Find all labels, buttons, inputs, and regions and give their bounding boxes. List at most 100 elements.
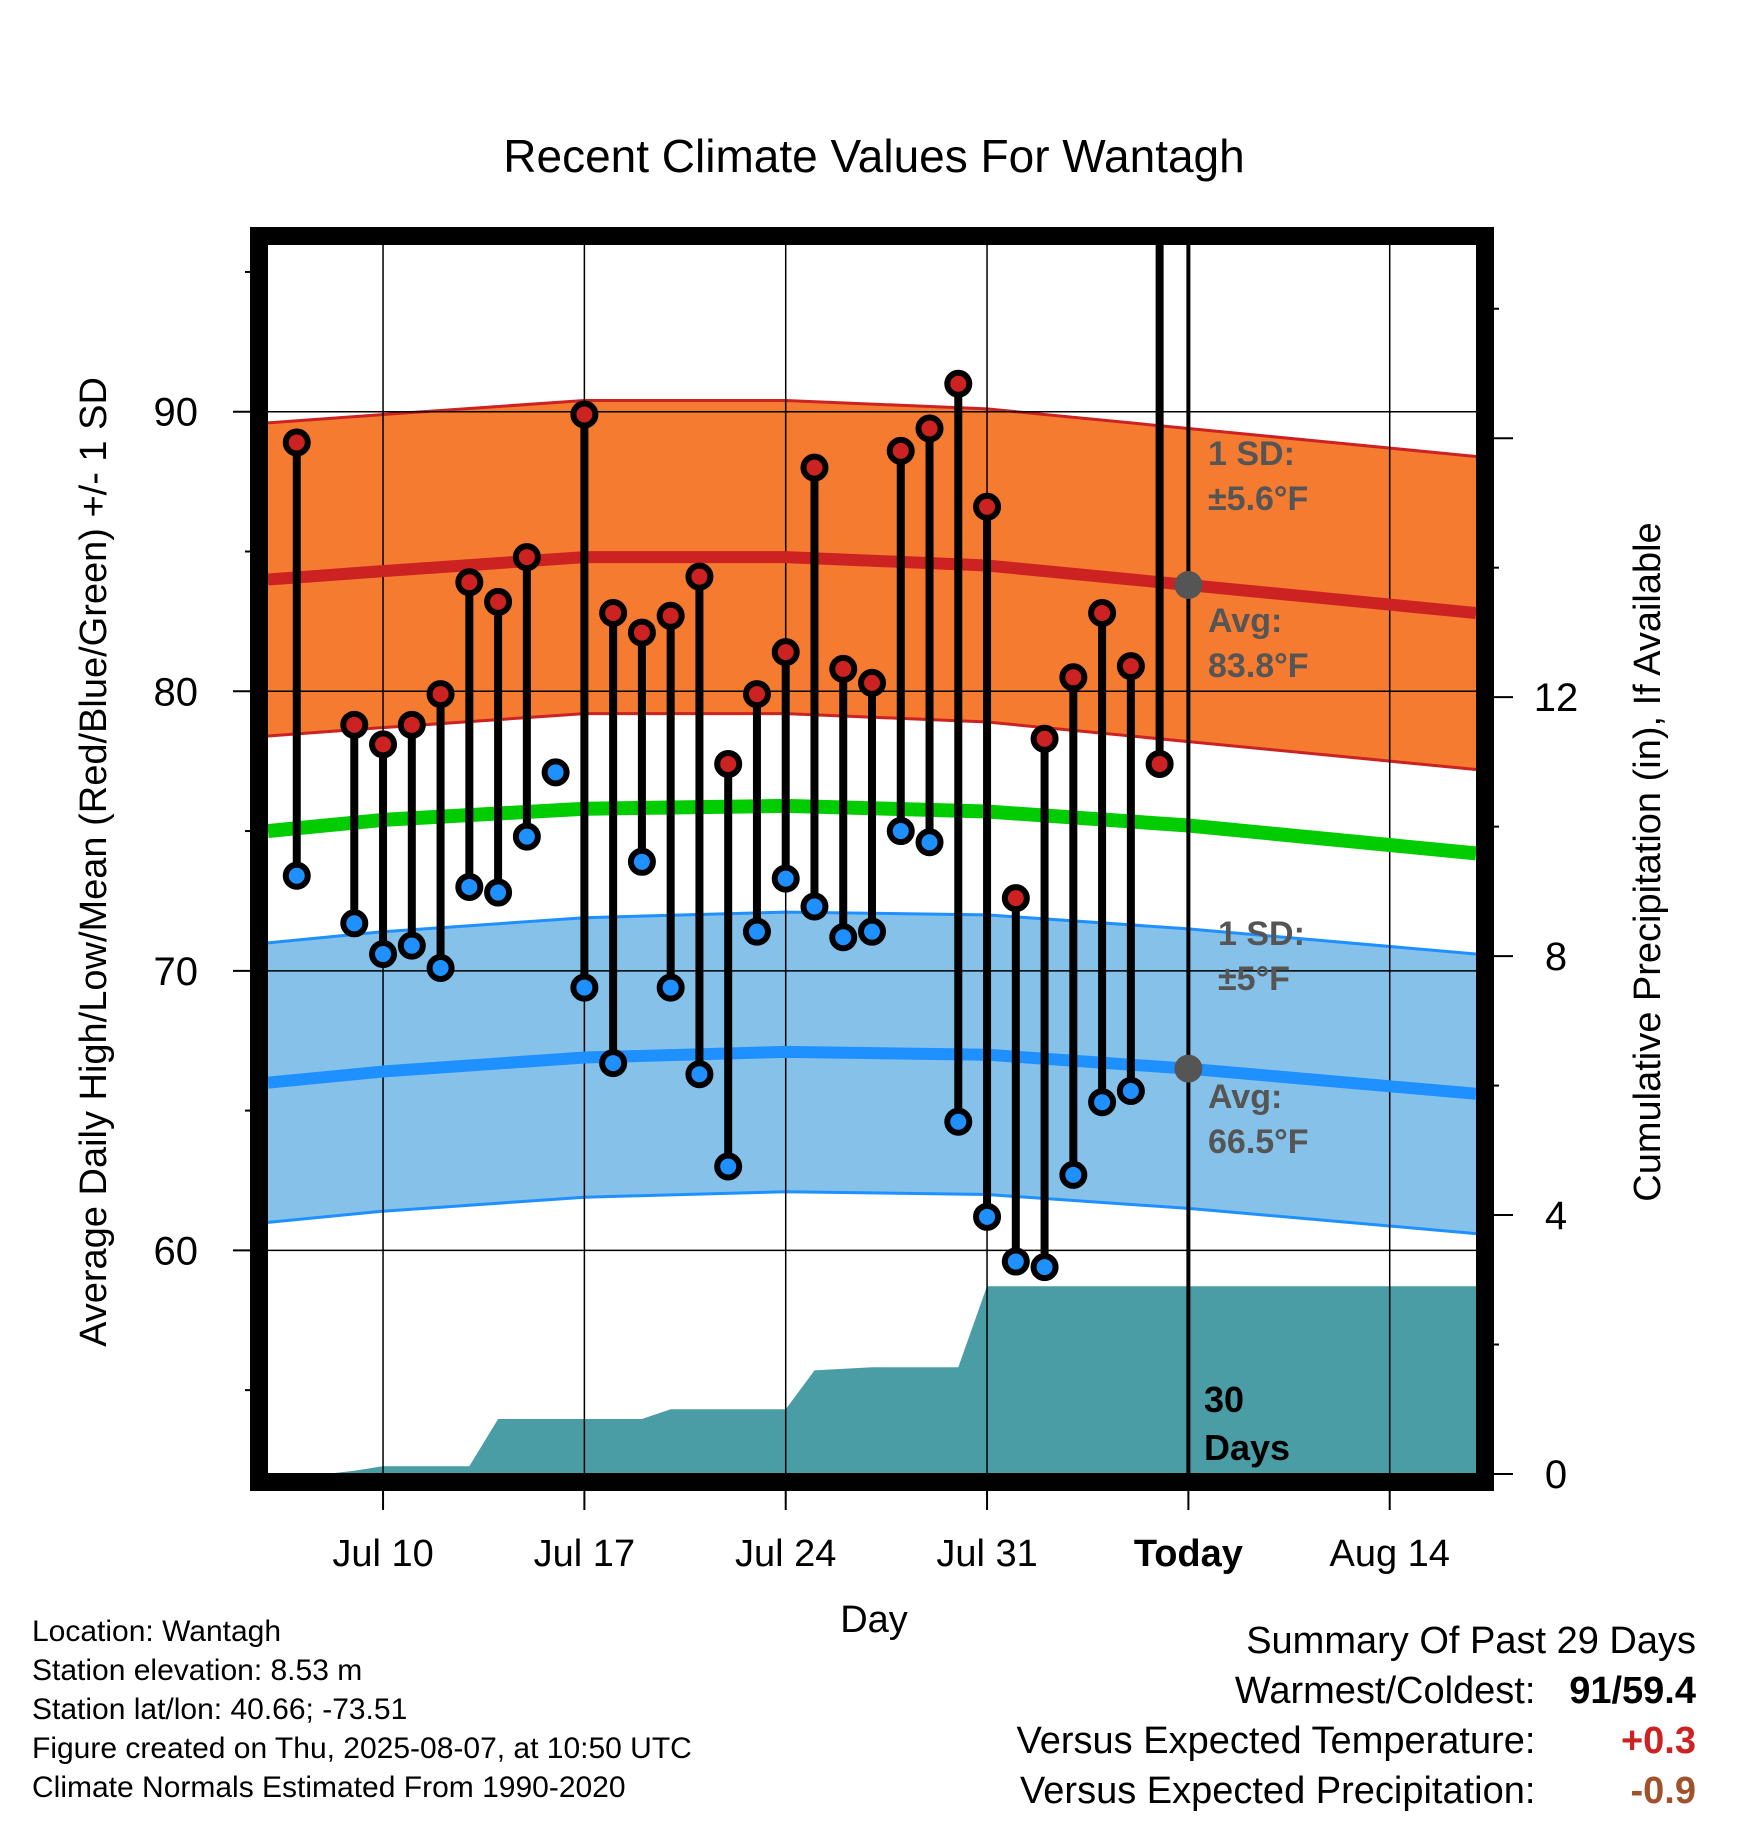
daily-low-point — [426, 954, 455, 983]
x-tick-label: Today — [1134, 1533, 1243, 1575]
plot-area — [268, 244, 1476, 1474]
created-text: Figure created on Thu, 2025-08-07, at 10… — [32, 1732, 692, 1765]
daily-low-point — [771, 864, 800, 893]
summary-temp: Versus Expected Temperature: +0.3 — [1017, 1716, 1696, 1766]
days-count-label: 30 — [1204, 1379, 1244, 1420]
summary-title: Summary Of Past 29 Days — [1246, 1620, 1696, 1662]
daily-high-point — [426, 680, 455, 709]
x-tick-label: Jul 10 — [332, 1533, 433, 1575]
daily-high-point — [800, 453, 829, 482]
daily-low-point — [714, 1152, 743, 1181]
precip-value: -0.9 — [1630, 1770, 1696, 1812]
elevation-text: Station elevation: 8.53 m — [32, 1654, 363, 1687]
daily-high-point — [886, 436, 915, 465]
chart-title: Recent Climate Values For Wantagh — [503, 130, 1244, 182]
daily-high-point — [599, 599, 628, 627]
daily-low-point — [369, 940, 398, 969]
daily-high-point — [915, 414, 944, 443]
y-tick-label: 80 — [154, 670, 199, 714]
daily-low-point — [1030, 1253, 1059, 1282]
high-avg-label: Avg: — [1208, 602, 1282, 640]
daily-low-point — [1001, 1247, 1030, 1276]
daily-high-point — [829, 654, 858, 683]
daily-low-point — [455, 872, 484, 901]
daily-high-point — [1145, 749, 1174, 778]
daily-high-point — [512, 543, 541, 572]
high-sd-value: ±5.6°F — [1208, 480, 1308, 518]
summary-precip: Versus Expected Precipitation: -0.9 — [1017, 1766, 1696, 1816]
daily-high-point — [340, 710, 369, 739]
low-avg-label: Avg: — [1208, 1078, 1282, 1116]
daily-low-point — [397, 931, 426, 960]
daily-low-point — [1116, 1077, 1145, 1106]
daily-high-point — [858, 668, 886, 697]
x-tick-label: Jul 24 — [735, 1533, 836, 1575]
summary-warm-cold: Warmest/Coldest: 91/59.4 — [1017, 1666, 1696, 1716]
daily-high-point — [685, 562, 714, 591]
daily-high-point — [1116, 652, 1145, 681]
daily-high-point — [1030, 724, 1059, 753]
high-sd-band — [268, 400, 1476, 770]
daily-low-point — [656, 973, 685, 1002]
coldest-value: 59.4 — [1622, 1670, 1696, 1712]
y-tick-label: 60 — [154, 1229, 199, 1273]
warm-cold-value: 91/59.4 — [1546, 1666, 1696, 1716]
daily-high-point — [627, 618, 656, 647]
daily-low-point — [1088, 1088, 1117, 1117]
daily-high-point — [973, 492, 1002, 521]
daily-high-point — [1059, 663, 1088, 692]
low-avg-value: 66.5°F — [1208, 1123, 1309, 1161]
daily-low-point — [282, 861, 311, 890]
daily-high-point — [742, 680, 771, 709]
high-sd-label: 1 SD: — [1208, 435, 1295, 473]
daily-high-point — [714, 749, 743, 778]
cumulative-precip-area — [268, 1286, 1476, 1474]
warm-cold-label: Warmest/Coldest: — [1234, 1670, 1536, 1712]
daily-high-point — [397, 710, 426, 739]
daily-high-point — [484, 587, 513, 616]
daily-high-point — [455, 568, 484, 597]
y2-axis-title: Cumulative Precipitation (in), If Availa… — [1627, 522, 1669, 1201]
daily-low-point — [829, 923, 858, 952]
y2-tick-label: 4 — [1545, 1194, 1567, 1238]
daily-low-point — [541, 758, 570, 787]
summary-panel: Summary Of Past 29 Days Warmest/Coldest:… — [1017, 1616, 1696, 1816]
temp-label: Versus Expected Temperature: — [1016, 1720, 1536, 1762]
daily-high-point — [570, 400, 599, 429]
y2-tick-label: 12 — [1534, 676, 1579, 720]
y-tick-label: 90 — [154, 391, 199, 435]
daily-low-point — [973, 1202, 1002, 1231]
low-sd-band — [268, 912, 1476, 1234]
high-avg-value: 83.8°F — [1208, 647, 1309, 685]
today-avg-high-marker — [1174, 571, 1203, 600]
y-tick-label: 70 — [154, 950, 199, 994]
latlon-text: Station lat/lon: 40.66; -73.51 — [32, 1693, 408, 1726]
daily-high-point — [771, 638, 800, 667]
daily-low-point — [484, 878, 513, 907]
daily-low-point — [742, 917, 771, 946]
normals-text: Climate Normals Estimated From 1990-2020 — [32, 1771, 626, 1804]
days-word-label: Days — [1204, 1427, 1290, 1468]
today-avg-low-marker — [1174, 1054, 1203, 1083]
precip-label: Versus Expected Precipitation: — [1020, 1770, 1536, 1812]
daily-high-point — [1001, 884, 1030, 913]
x-tick-label: Aug 14 — [1329, 1533, 1449, 1575]
daily-high-point — [369, 730, 398, 759]
low-sd-value: ±5°F — [1218, 960, 1290, 998]
x-tick-label: Jul 31 — [936, 1533, 1037, 1575]
daily-low-point — [685, 1060, 714, 1089]
daily-low-point — [944, 1107, 973, 1136]
low-sd-label: 1 SD: — [1218, 915, 1305, 953]
station-info: Location: Wantagh Station elevation: 8.5… — [32, 1612, 692, 1807]
daily-low-point — [800, 892, 829, 921]
daily-low-point — [858, 917, 886, 946]
daily-low-point — [886, 817, 915, 846]
daily-high-point — [656, 601, 685, 630]
daily-low-point — [570, 973, 599, 1002]
daily-low-point — [1059, 1160, 1088, 1189]
daily-high-point — [1088, 599, 1117, 627]
daily-high-point — [282, 428, 311, 457]
x-tick-label: Jul 17 — [534, 1533, 635, 1575]
daily-low-point — [915, 828, 944, 857]
